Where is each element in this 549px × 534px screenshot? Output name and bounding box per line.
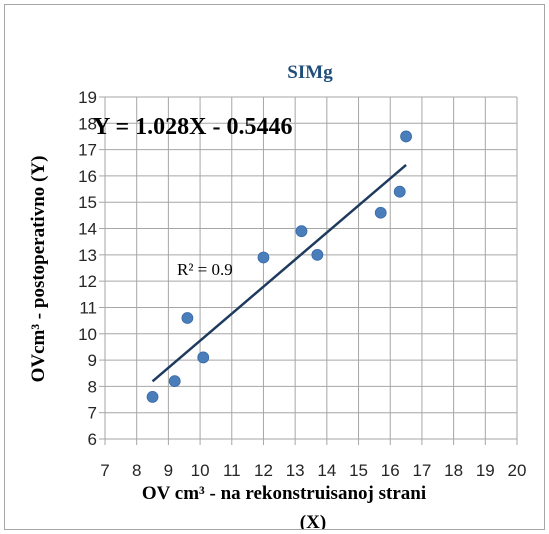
y-tick-label: 7 <box>88 404 97 423</box>
x-tick-label: 11 <box>223 461 241 480</box>
trendline-equation: Y = 1.028X - 0.5446 <box>93 114 292 140</box>
y-axis-title: OVcm³ - postoperativno (Y) <box>28 156 49 383</box>
data-point <box>168 375 181 388</box>
x-axis-title-line2: (X) <box>300 512 326 530</box>
x-tick-label: 7 <box>100 461 109 480</box>
trendline <box>151 163 407 383</box>
y-tick-label: 12 <box>78 272 97 291</box>
x-tick-label: 12 <box>254 461 273 480</box>
x-tick-label: 15 <box>349 461 368 480</box>
y-tick-label: 15 <box>78 193 97 212</box>
y-tick-label: 10 <box>78 325 97 344</box>
data-point <box>295 225 308 238</box>
x-axis-title: OV cm³ - na rekonstruisanoj strani <box>142 483 426 504</box>
y-tick-labels: 6 7 8 9 10 11 12 13 14 15 16 17 18 19 <box>78 88 97 449</box>
data-point <box>311 248 324 261</box>
y-tick-label: 16 <box>78 167 97 186</box>
chart-frame: 6 7 8 9 10 11 12 13 14 15 16 17 18 19 7 8 9 10 11 12 13 14 15… <box>4 4 545 530</box>
data-point <box>393 185 406 198</box>
x-tick-label: 10 <box>191 461 210 480</box>
y-tick-label: 13 <box>78 246 97 265</box>
y-tick-label: 14 <box>78 220 97 239</box>
r-squared-label: R² = 0.9 <box>177 260 233 279</box>
y-tick-label: 19 <box>78 88 97 107</box>
y-tick-label: 18 <box>78 114 97 133</box>
x-tick-label: 20 <box>508 461 527 480</box>
y-tick-label: 17 <box>78 141 97 160</box>
data-point <box>257 251 270 264</box>
x-tick-label: 8 <box>132 461 141 480</box>
x-tick-label: 13 <box>286 461 305 480</box>
x-tick-label: 14 <box>317 461 336 480</box>
data-point <box>146 391 159 403</box>
data-point <box>400 130 412 143</box>
data-point <box>374 206 387 219</box>
x-tick-labels: 7 8 9 10 11 12 13 14 15 16 17 18 19 20 <box>100 461 526 480</box>
y-tick-label: 8 <box>88 377 97 396</box>
x-tick-label: 9 <box>164 461 173 480</box>
x-tick-label: 18 <box>444 461 463 480</box>
y-tick-label: 6 <box>88 430 97 449</box>
x-tick-label: 16 <box>381 461 400 480</box>
y-tick-label: 11 <box>79 298 97 317</box>
chart-title: SIMg <box>287 62 333 83</box>
x-tick-label: 17 <box>412 461 431 480</box>
trendline-group <box>151 163 407 383</box>
x-tick-label: 19 <box>476 461 495 480</box>
y-tick-label: 9 <box>88 351 97 370</box>
data-points <box>146 130 412 403</box>
data-point <box>181 312 194 324</box>
grid-lines <box>99 96 518 445</box>
data-point <box>197 351 210 364</box>
